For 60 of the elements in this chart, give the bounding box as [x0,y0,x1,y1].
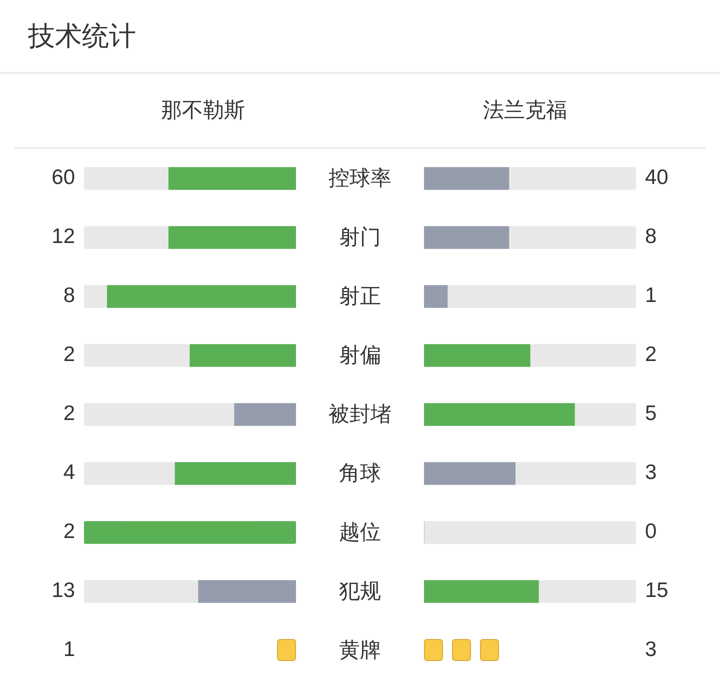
bar [106,284,296,308]
bar [424,284,448,308]
bar [424,520,636,544]
y-tick-label: 越位 [339,520,381,544]
text: 2 [63,343,75,367]
bar [168,226,296,248]
bar [84,580,199,602]
data-label: 1 [63,638,75,662]
y-tick-label: 射门 [339,225,381,249]
bar [84,520,296,544]
data-label: 3 [645,638,657,662]
text: 那不勒斯 [161,97,245,123]
text: 15 [645,579,668,603]
y-tick-label: 角球 [339,461,381,485]
bar [530,344,636,366]
y-tick-label: 射正 [339,284,381,308]
text: 4 [63,461,75,485]
text: 60 [52,166,75,190]
bar [84,402,235,426]
bar [574,402,636,426]
bar [508,166,636,190]
bar [514,462,636,484]
bar [508,226,636,248]
bar [446,284,636,308]
text: 3 [645,461,657,485]
text: 13 [52,579,75,603]
y-tick-label: 被封堵 [328,402,392,426]
bar [424,580,539,602]
category-label: 黄牌 [339,638,381,662]
bar [190,344,296,366]
text: 1 [645,284,657,308]
text: 40 [645,166,668,190]
bar [168,166,296,190]
bar [198,580,296,602]
text: 0 [645,520,657,544]
bar [424,462,516,484]
bar [84,226,170,248]
bar [234,402,296,426]
chart-title: 技术统计 [28,21,136,53]
text: 8 [63,284,75,308]
text: 5 [645,402,657,426]
bar [424,402,575,426]
bar [424,226,510,248]
bar [84,166,170,190]
bar [424,166,510,190]
text: 2 [645,343,657,367]
y-tick-label: 射偏 [339,343,381,367]
text: 2 [63,402,75,426]
bar [424,344,530,366]
bar [84,344,190,366]
y-tick-label: 控球率 [328,166,392,190]
text: 12 [52,225,75,249]
y-tick-label: 犯规 [339,579,381,603]
text: 法兰克福 [483,97,567,123]
bar [84,284,108,308]
bar [84,462,176,484]
text: 2 [63,520,75,544]
bar [538,580,636,602]
text: 8 [645,225,657,249]
bar [174,462,296,484]
